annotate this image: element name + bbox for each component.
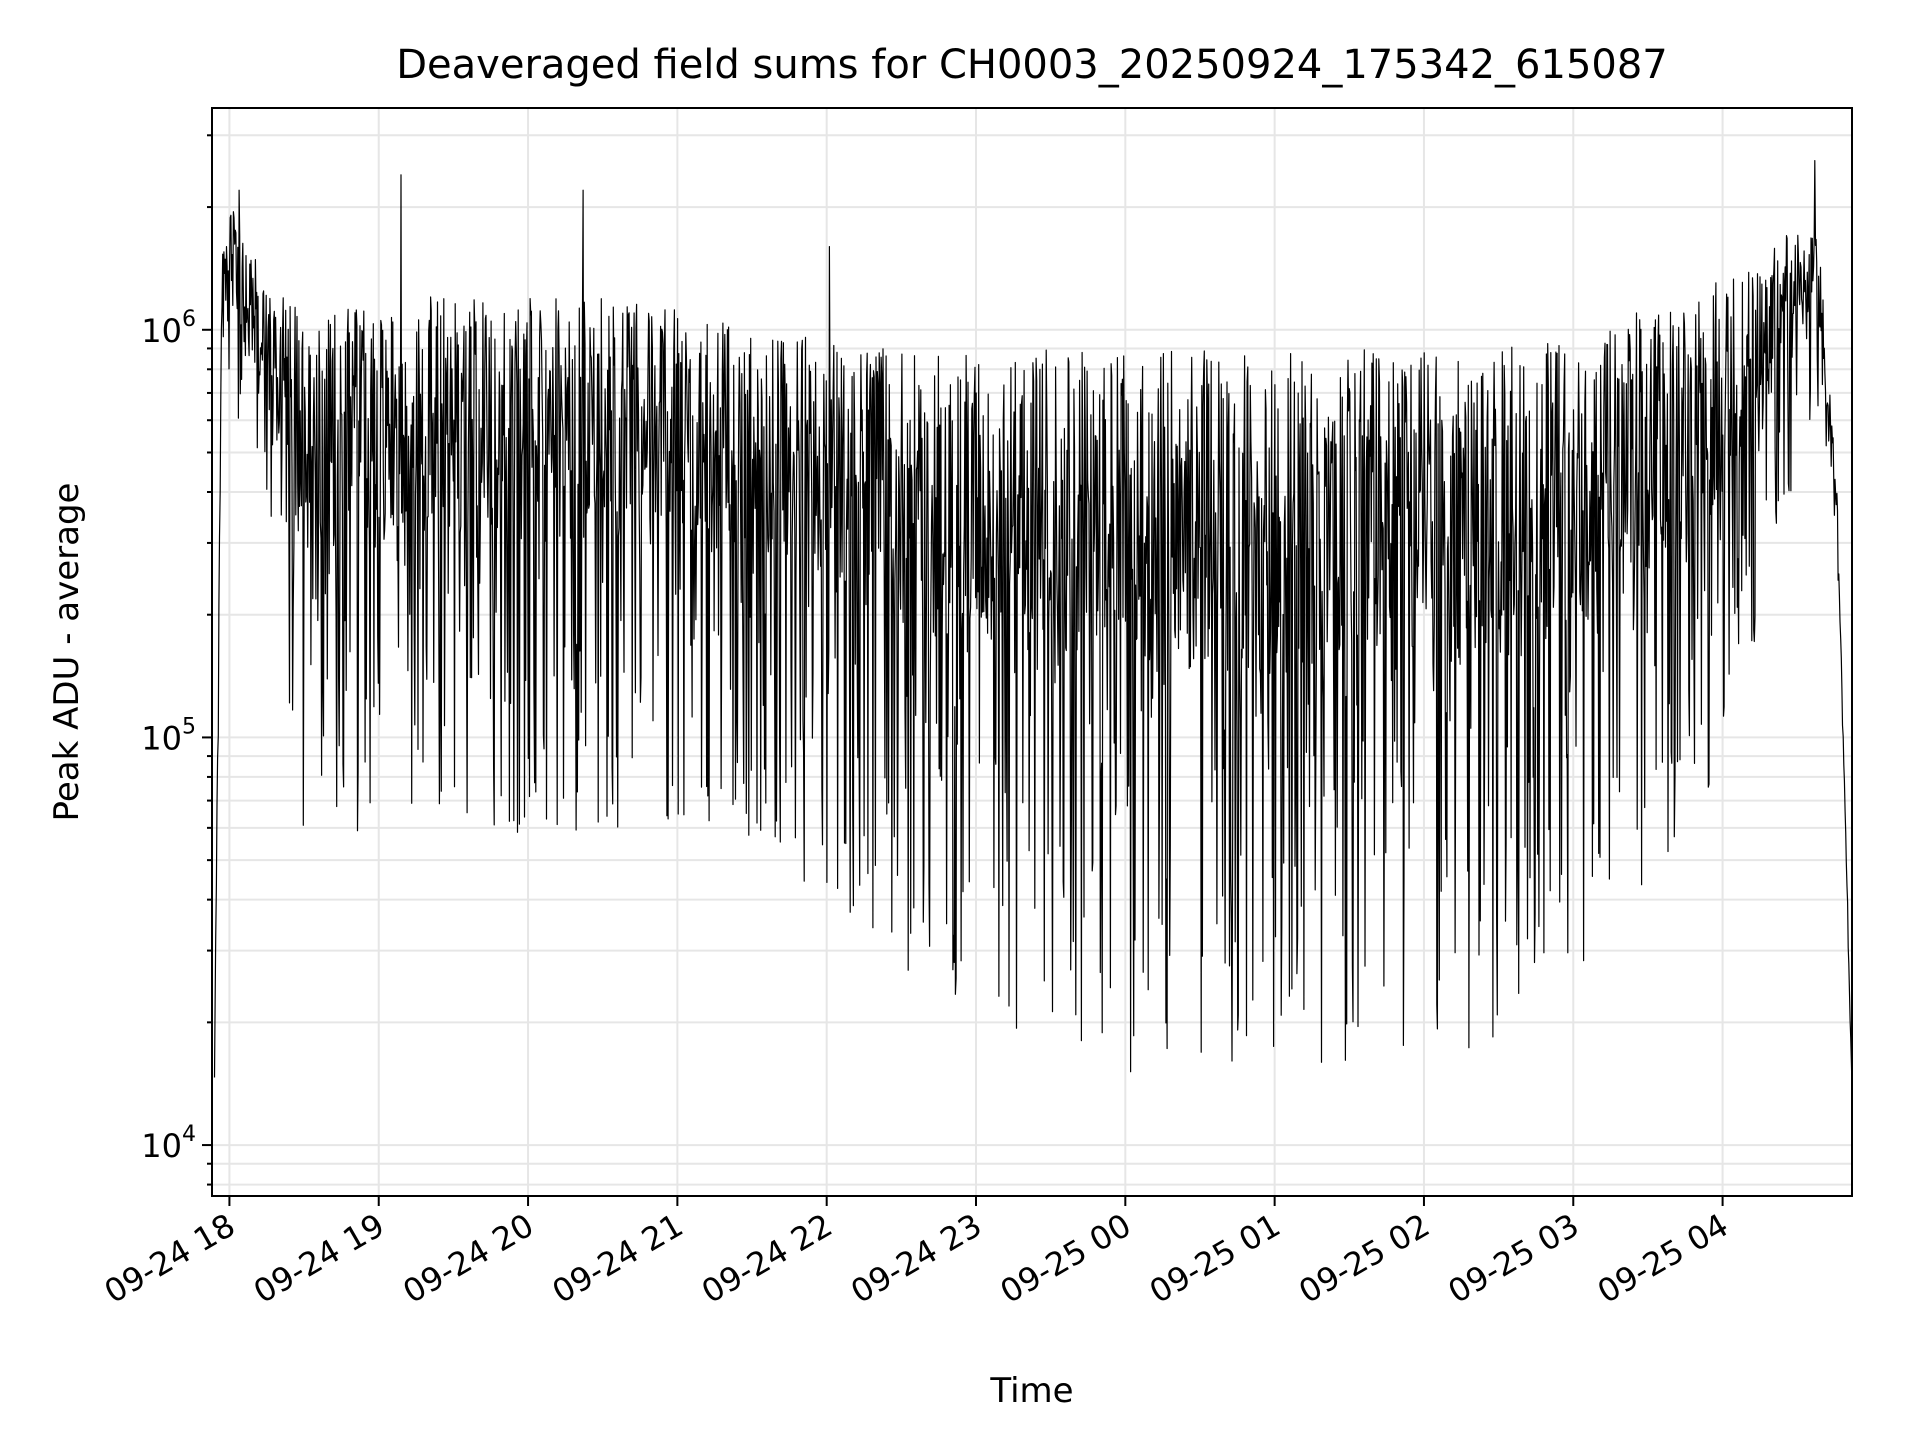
y-axis-label: Peak ADU - average: [47, 483, 87, 822]
plot-frame: [211, 107, 1853, 1197]
x-axis-label: Time: [989, 1371, 1073, 1411]
grid: [212, 108, 1852, 1196]
plot-area: [213, 160, 1853, 1088]
y-tick-label: 106: [141, 307, 196, 350]
y-axis: 104 105 106: [141, 134, 212, 1186]
y-tick-label: 105: [141, 714, 196, 757]
chart-title: Deaveraged field sums for CH0003_2025092…: [396, 42, 1668, 88]
series-line: [213, 160, 1853, 1088]
y-tick-label: 104: [141, 1122, 196, 1165]
